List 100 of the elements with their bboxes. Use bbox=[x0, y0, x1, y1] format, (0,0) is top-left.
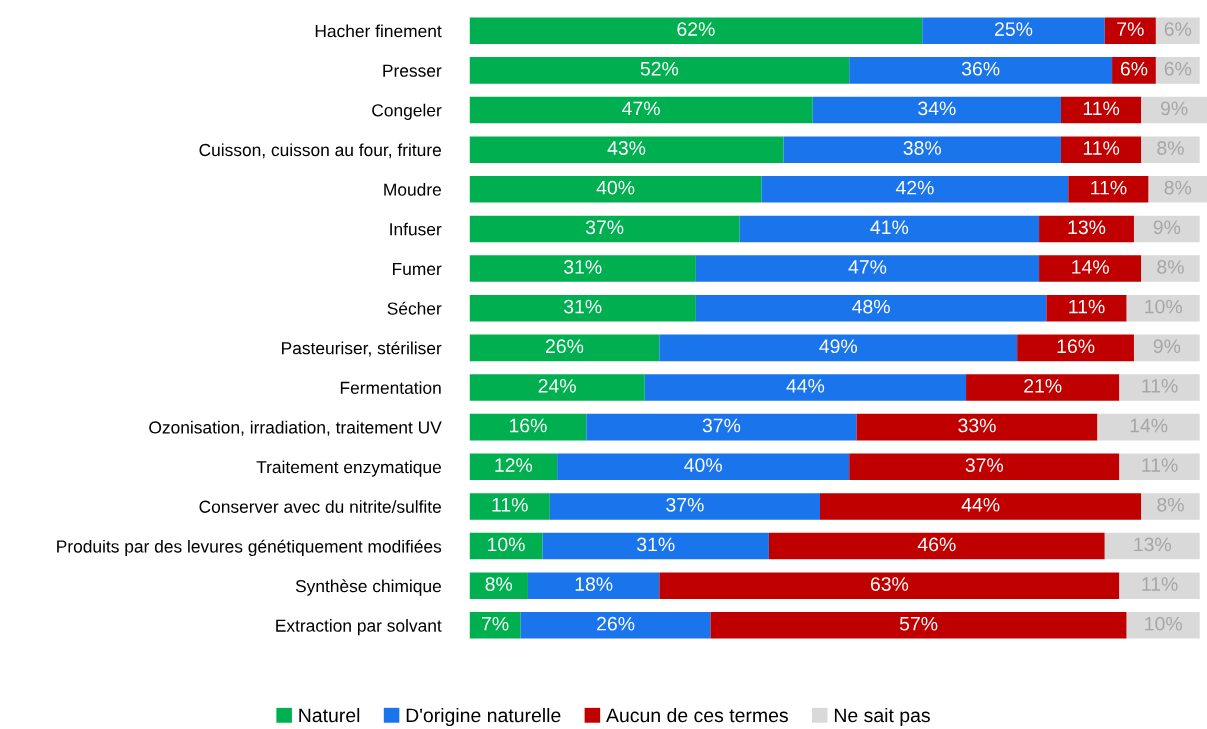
bar bbox=[1141, 96, 1207, 124]
y-tick-label: Hacher finement bbox=[315, 24, 442, 38]
bar bbox=[469, 176, 762, 203]
data-label: 26% bbox=[597, 616, 635, 631]
data-label: 48% bbox=[852, 299, 890, 314]
bar bbox=[644, 374, 967, 401]
data-label: 36% bbox=[961, 61, 1000, 76]
bar bbox=[768, 532, 1105, 560]
bar bbox=[1068, 176, 1149, 203]
bar bbox=[1097, 413, 1200, 441]
bar bbox=[469, 57, 850, 84]
bar bbox=[1104, 17, 1156, 45]
data-label: 31% bbox=[637, 537, 675, 552]
data-label: 44% bbox=[961, 497, 1000, 512]
data-label: 11% bbox=[1083, 101, 1120, 116]
legend-label: D'origine naturelle bbox=[406, 707, 561, 727]
data-label: 12% bbox=[495, 458, 533, 472]
data-label: 13% bbox=[1068, 220, 1106, 235]
data-label: 41% bbox=[870, 220, 909, 235]
data-label: 16% bbox=[1057, 339, 1095, 354]
data-label: 11% bbox=[1083, 141, 1120, 155]
bar bbox=[1119, 572, 1200, 599]
y-tick-label: Traitement enzymatique bbox=[256, 460, 441, 477]
data-label: 7% bbox=[1117, 22, 1144, 36]
bar bbox=[695, 294, 1047, 322]
y-tick-label: Synthèse chimique bbox=[295, 579, 441, 596]
data-label: 31% bbox=[563, 299, 602, 314]
bar bbox=[820, 493, 1142, 520]
bar bbox=[557, 453, 850, 481]
data-label: 26% bbox=[545, 339, 584, 354]
data-label: 37% bbox=[666, 497, 704, 512]
data-label: 38% bbox=[903, 141, 941, 155]
bar bbox=[542, 532, 769, 560]
bar bbox=[469, 572, 528, 599]
y-tick-label: Cuisson, cuisson au four, friture bbox=[199, 143, 441, 159]
y-tick-label: Fumer bbox=[393, 262, 442, 276]
bar bbox=[469, 413, 587, 441]
data-label: 57% bbox=[899, 616, 938, 631]
y-tick-label: Pasteuriser, stériliser bbox=[282, 341, 442, 357]
bar bbox=[659, 572, 1120, 599]
data-label: 47% bbox=[848, 260, 887, 274]
bar bbox=[1039, 215, 1134, 243]
bar bbox=[1060, 136, 1142, 163]
bar bbox=[1046, 294, 1127, 322]
data-label: 49% bbox=[819, 339, 858, 354]
bar bbox=[761, 176, 1069, 203]
data-label: 43% bbox=[607, 141, 646, 155]
y-tick-label: Produits par des levures génétiquement modifiées bbox=[57, 539, 442, 557]
bar bbox=[469, 215, 740, 243]
legend-label: Naturel bbox=[299, 707, 360, 723]
y-tick-label: Sécher bbox=[387, 301, 442, 315]
data-label: 33% bbox=[958, 418, 996, 433]
y-tick-label: Extraction par solvant bbox=[276, 619, 442, 636]
bar bbox=[1141, 493, 1200, 520]
data-label: 11% bbox=[1091, 180, 1127, 195]
legend-label: Aucun de ces termes bbox=[606, 707, 788, 723]
bar bbox=[1141, 255, 1200, 282]
bar bbox=[1112, 57, 1156, 84]
bar bbox=[469, 453, 558, 481]
data-label: 24% bbox=[538, 378, 576, 393]
bar bbox=[659, 334, 1018, 362]
data-label: 10% bbox=[488, 537, 525, 552]
bar bbox=[586, 413, 857, 441]
bar bbox=[849, 57, 1113, 84]
bar bbox=[1126, 612, 1200, 639]
data-label: 14% bbox=[1072, 260, 1109, 274]
legend-label: Ne sait pas bbox=[834, 707, 930, 727]
bar bbox=[812, 96, 1061, 124]
data-label: 34% bbox=[918, 101, 956, 116]
data-label: 40% bbox=[684, 458, 722, 473]
data-label: 40% bbox=[596, 180, 635, 195]
y-tick-label: Ozonisation, irradiation, traitement UV bbox=[149, 420, 442, 436]
bar bbox=[849, 453, 1120, 481]
bar bbox=[1017, 334, 1134, 362]
data-label: 63% bbox=[870, 577, 909, 591]
data-label: 37% bbox=[965, 458, 1004, 473]
data-label: 47% bbox=[622, 101, 660, 116]
bar bbox=[1039, 255, 1142, 282]
data-label: 11% bbox=[492, 497, 528, 512]
data-label: 62% bbox=[677, 22, 715, 36]
bar bbox=[710, 612, 1127, 639]
bar bbox=[469, 17, 923, 45]
bar bbox=[469, 493, 550, 520]
bar bbox=[783, 136, 1061, 163]
bar bbox=[527, 572, 660, 599]
bar bbox=[1133, 215, 1200, 243]
data-label: 6% bbox=[1120, 61, 1148, 76]
bar bbox=[469, 374, 645, 401]
data-label: 25% bbox=[995, 22, 1033, 36]
bar bbox=[1060, 96, 1142, 124]
bar bbox=[469, 255, 696, 282]
data-label: 44% bbox=[786, 379, 825, 393]
bar bbox=[922, 17, 1105, 45]
data-label: 31% bbox=[563, 260, 602, 274]
bar bbox=[695, 255, 1040, 282]
data-label: 37% bbox=[585, 220, 624, 235]
bar bbox=[739, 215, 1040, 243]
bar bbox=[1126, 294, 1200, 322]
data-label: 37% bbox=[702, 418, 741, 433]
bar bbox=[469, 334, 660, 362]
